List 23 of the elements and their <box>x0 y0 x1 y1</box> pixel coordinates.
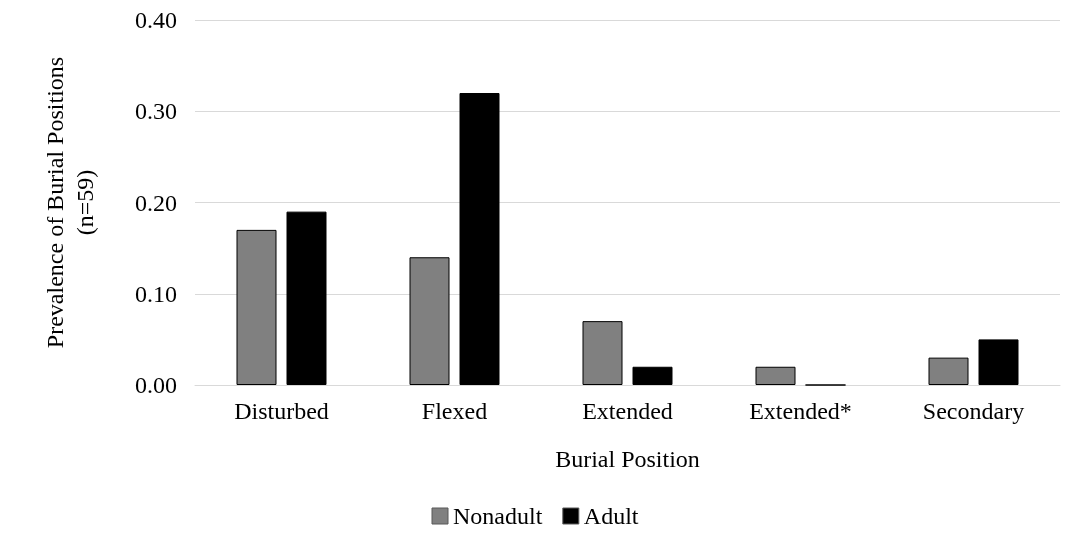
bar <box>409 257 450 385</box>
bar <box>236 229 277 385</box>
bar <box>632 366 673 385</box>
bar <box>978 339 1019 385</box>
y-axis-title: Prevalence of Burial Positions (n=59) <box>42 56 98 349</box>
bar <box>582 321 623 385</box>
x-tick-label: Disturbed <box>234 398 329 424</box>
x-tick-label: Flexed <box>421 398 488 424</box>
bar <box>286 211 327 385</box>
legend-label: Adult <box>583 503 639 529</box>
bar <box>928 357 969 385</box>
y-tick-label: 0.20 <box>135 189 177 216</box>
x-axis-title: Burial Position <box>555 446 700 472</box>
y-tick-label: 0.10 <box>135 280 177 307</box>
x-tick-label: Extended* <box>749 398 852 424</box>
y-tick-label: 0.40 <box>135 7 177 33</box>
legend-label: Nonadult <box>453 503 543 529</box>
y-tick-label: 0.00 <box>135 372 177 398</box>
x-tick-label: Extended <box>582 398 673 424</box>
y-tick-label: 0.30 <box>135 98 177 125</box>
bar <box>459 93 500 385</box>
bar <box>755 366 796 385</box>
x-tick-label: Secondary <box>922 398 1025 424</box>
